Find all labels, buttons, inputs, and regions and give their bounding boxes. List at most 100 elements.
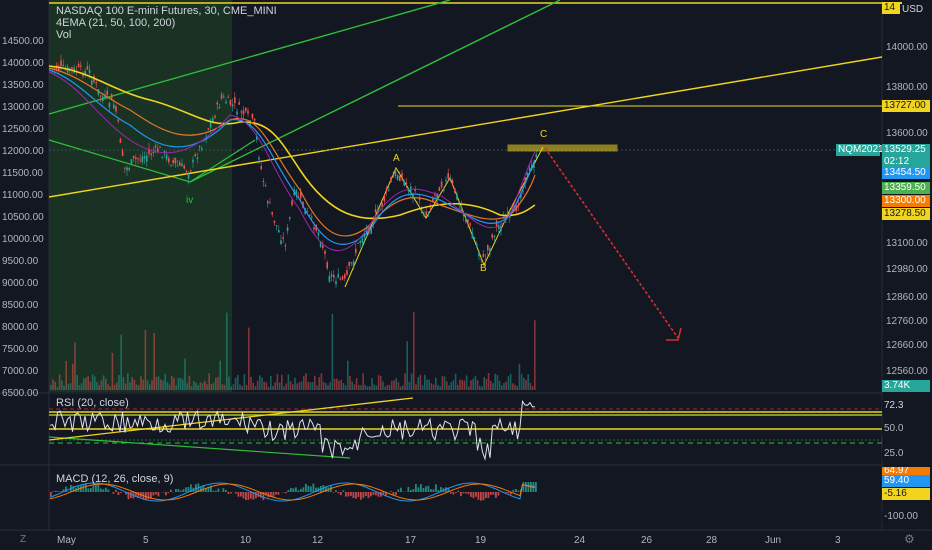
time-axis-label: May xyxy=(57,535,76,546)
rsi-label[interactable]: RSI (20, close) xyxy=(56,397,129,409)
macd-bar xyxy=(315,487,317,492)
candle-body xyxy=(498,225,500,230)
candle-body xyxy=(286,227,289,231)
left-axis-tick: 12500.00 xyxy=(2,124,44,135)
candle-body xyxy=(445,179,447,182)
candle-body xyxy=(394,170,397,177)
green-trendline-lower[interactable] xyxy=(189,0,561,183)
volume-bar xyxy=(320,373,323,390)
green-trendline-upper[interactable] xyxy=(48,0,451,115)
candle-body xyxy=(528,167,531,171)
candle-body xyxy=(368,225,370,232)
volume-bar xyxy=(523,377,525,390)
left-axis-tick: 13000.00 xyxy=(2,102,44,113)
ema-indicator-label[interactable]: 4EMA (21, 50, 100, 200) xyxy=(56,17,176,29)
candle-body xyxy=(148,148,150,154)
candle-body xyxy=(108,102,111,108)
right-price-axis[interactable]: 14000.00 13800.00 13600.00 13100.00 12980.00… xyxy=(886,42,928,377)
volume-bar xyxy=(529,382,532,390)
candle-body xyxy=(341,276,344,280)
volume-bar xyxy=(325,383,327,390)
right-axis-tick: 12560.00 xyxy=(886,366,928,377)
price-tag-top: 14 xyxy=(882,2,902,14)
volume-bar xyxy=(162,380,164,390)
target-zone-box[interactable] xyxy=(507,144,618,152)
time-axis-label: 19 xyxy=(475,535,487,546)
candle-body xyxy=(289,217,291,219)
candle-body xyxy=(423,214,425,216)
time-axis-label: 12 xyxy=(312,535,324,546)
ema-200-line xyxy=(48,65,536,220)
candle-body xyxy=(139,159,141,161)
candle-body xyxy=(172,160,174,164)
macd-bar xyxy=(357,492,360,498)
rsi-legend[interactable]: RSI (20, close) xyxy=(56,397,129,409)
ema-100-line xyxy=(48,67,536,237)
volume-bar xyxy=(102,375,105,390)
red-projection-arrow[interactable] xyxy=(544,147,679,339)
volume-bar xyxy=(215,377,217,390)
macd-bar xyxy=(52,491,55,492)
volume-bar xyxy=(454,373,457,390)
candle-body xyxy=(113,104,115,109)
volume-bar xyxy=(179,377,182,390)
macd-bar xyxy=(207,486,210,492)
time-axis[interactable]: May 5 10 12 17 19 24 26 28 Jun 3 xyxy=(57,535,841,546)
left-axis-tick: 12000.00 xyxy=(2,146,44,157)
symbol-tag: NQM2021 xyxy=(836,144,884,156)
candle-body xyxy=(190,170,192,172)
candle-body xyxy=(366,228,368,234)
volume-bar xyxy=(410,373,413,390)
left-axis-tick: 10000.00 xyxy=(2,234,44,245)
volume-bar xyxy=(263,381,265,390)
candle-body xyxy=(421,210,423,214)
macd-label[interactable]: MACD (12, 26, close, 9) xyxy=(56,473,174,485)
gear-icon[interactable]: ⚙ xyxy=(904,532,915,546)
left-axis-tick: 8500.00 xyxy=(2,300,39,311)
candle-body xyxy=(425,211,427,216)
macd-bar xyxy=(115,489,117,492)
volume-bar xyxy=(430,383,433,390)
candle-body xyxy=(150,153,152,156)
right-axis-tick: 12660.00 xyxy=(886,340,928,351)
macd-signal-line xyxy=(49,483,536,501)
currency-label[interactable]: USD xyxy=(900,4,924,16)
abc-wave-lines[interactable] xyxy=(344,146,544,288)
volume-bar xyxy=(457,384,459,390)
macd-bar xyxy=(307,485,310,492)
volume-indicator-label[interactable]: Vol xyxy=(56,29,72,41)
volume-bar xyxy=(369,386,371,390)
volume-bar xyxy=(270,375,272,390)
volume-bar xyxy=(366,386,369,390)
price-tag-13359: 13359.50 xyxy=(882,182,930,194)
candle-body xyxy=(317,232,320,236)
volume-bar xyxy=(199,382,202,390)
volume-bar xyxy=(448,385,450,390)
candle-body xyxy=(337,274,339,278)
candle-body xyxy=(258,157,260,160)
macd-bar xyxy=(252,492,255,500)
candle-body xyxy=(135,157,137,160)
time-axis-label: Jun xyxy=(765,535,781,546)
candle-body xyxy=(242,110,245,115)
timezone-corner-icon[interactable]: Z xyxy=(20,534,27,545)
candle-body xyxy=(339,278,342,280)
volume-bar xyxy=(507,376,510,390)
candle-body xyxy=(58,66,60,71)
candle-body xyxy=(522,190,524,192)
symbol-title[interactable]: NASDAQ 100 E-mini Futures, 30, CME_MINI xyxy=(56,5,277,17)
candle-body xyxy=(429,208,432,210)
candle-body xyxy=(231,104,234,107)
candle-body xyxy=(520,193,522,198)
macd-legend[interactable]: MACD (12, 26, close, 9) xyxy=(56,473,173,485)
volume-bar xyxy=(498,380,501,390)
volume-bar xyxy=(248,327,250,390)
volume-bar xyxy=(127,373,129,390)
volume-bar xyxy=(135,384,138,390)
right-axis-tick: 12860.00 xyxy=(886,292,928,303)
green-wave-iv[interactable] xyxy=(48,139,256,183)
price-tag-13278: 13278.50 xyxy=(882,208,930,220)
candle-body xyxy=(212,118,214,123)
volume-bar xyxy=(221,384,224,390)
